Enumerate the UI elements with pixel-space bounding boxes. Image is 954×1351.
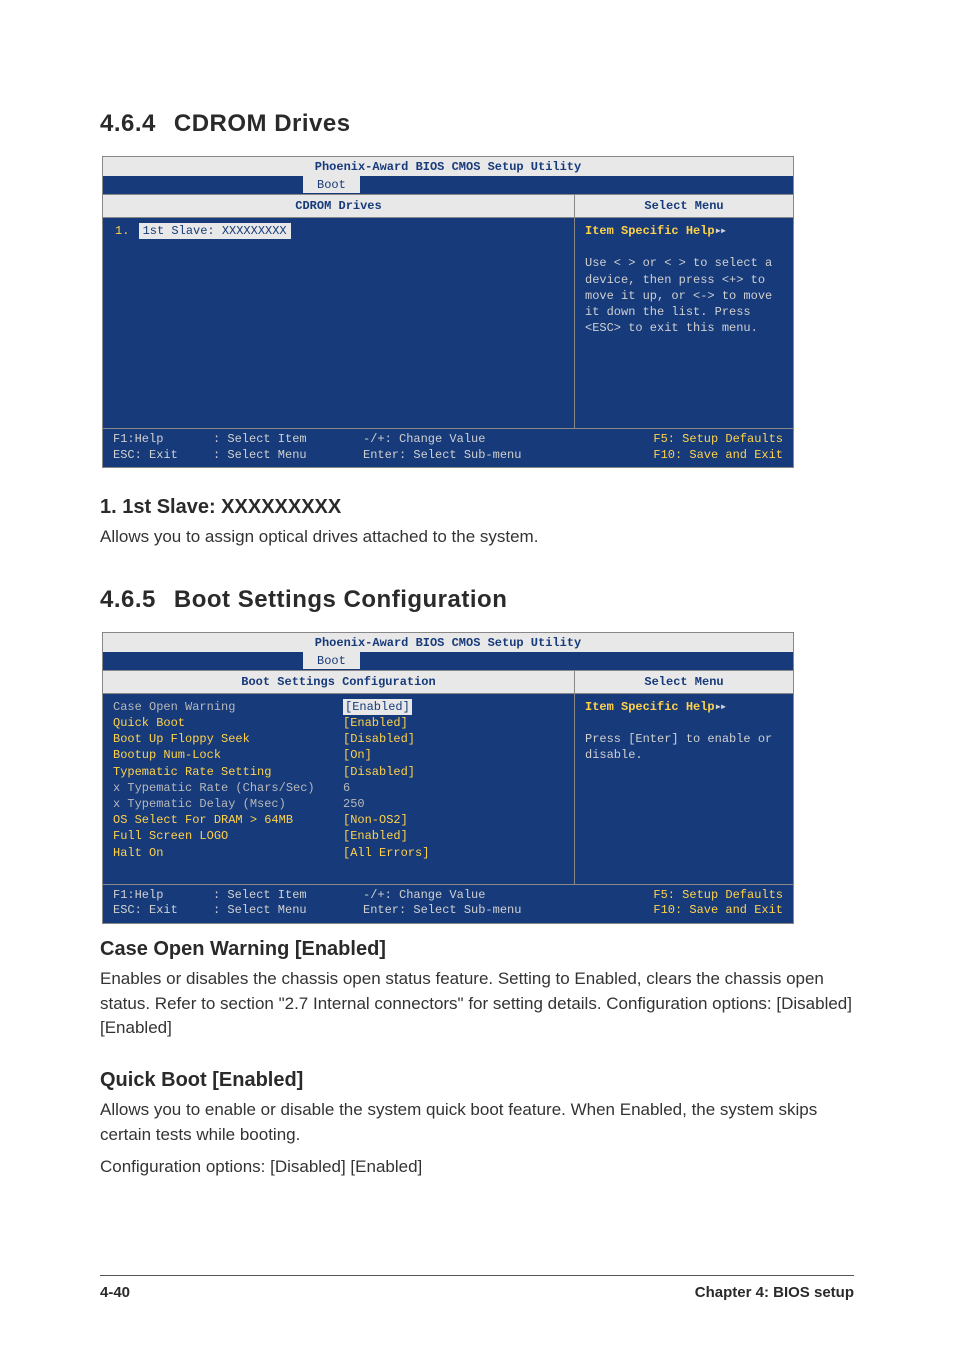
- bios-left-content: Case Open Warning[Enabled] Quick Boot[En…: [103, 694, 574, 884]
- help-body: Press [Enter] to enable or disable.: [585, 731, 783, 763]
- arrows-icon: ▸▸: [715, 224, 725, 238]
- section-title: Boot Settings Configuration: [174, 586, 507, 613]
- subsection-heading: Case Open Warning [Enabled]: [100, 938, 854, 961]
- bios-menu-bar: Boot: [103, 652, 793, 670]
- paragraph: Enables or disables the chassis open sta…: [100, 967, 854, 1041]
- setting-value: 250: [343, 796, 365, 812]
- change-value: -/+: Change Value: [363, 888, 485, 902]
- select-menu: : Select Menu: [213, 903, 363, 919]
- setting-value: [Enabled]: [343, 715, 408, 731]
- setting-value: 6: [343, 780, 350, 796]
- setting-label: x Typematic Rate (Chars/Sec): [113, 780, 343, 796]
- bios-screenshot-cdrom: Phoenix-Award BIOS CMOS Setup Utility Bo…: [102, 156, 794, 468]
- subsection-heading: 1. 1st Slave: XXXXXXXXX: [100, 496, 854, 519]
- left-column-header: Boot Settings Configuration: [103, 671, 574, 694]
- bios-title: Phoenix-Award BIOS CMOS Setup Utility: [103, 633, 793, 652]
- section-number: 4.6.5: [100, 586, 156, 613]
- select-item: : Select Item: [213, 432, 363, 448]
- bios-title: Phoenix-Award BIOS CMOS Setup Utility: [103, 157, 793, 176]
- setting-label: x Typematic Delay (Msec): [113, 796, 343, 812]
- bios-footer: F1:Help: Select Item-/+: Change Value ES…: [103, 428, 793, 467]
- setting-value: [Enabled]: [343, 828, 408, 844]
- page-footer: 4-40 Chapter 4: BIOS setup: [100, 1275, 854, 1301]
- bios-menu-tab: Boot: [303, 176, 360, 193]
- setting-value: [Disabled]: [343, 731, 415, 747]
- bios-help-panel: Item Specific Help▸▸ Press [Enter] to en…: [575, 694, 793, 884]
- section-heading: 4.6.5 Boot Settings Configuration: [100, 586, 854, 614]
- setting-label: OS Select For DRAM > 64MB: [113, 812, 343, 828]
- f1-help: F1:Help: [113, 432, 213, 448]
- chapter-name: Chapter 4: BIOS setup: [695, 1284, 854, 1301]
- setting-value: [Non-OS2]: [343, 812, 408, 828]
- bios-screenshot-bootsettings: Phoenix-Award BIOS CMOS Setup Utility Bo…: [102, 632, 794, 924]
- esc-exit: ESC: Exit: [113, 903, 213, 919]
- f5-defaults: F5: Setup Defaults: [653, 888, 783, 904]
- change-value: -/+: Change Value: [363, 432, 485, 446]
- setting-label: Quick Boot: [113, 715, 343, 731]
- setting-value: [All Errors]: [343, 845, 429, 861]
- bios-menu-bar: Boot: [103, 176, 793, 194]
- arrows-icon: ▸▸: [715, 700, 725, 714]
- right-column-header: Select Menu: [575, 195, 793, 218]
- setting-label: Typematic Rate Setting: [113, 764, 343, 780]
- setting-label: Halt On: [113, 845, 343, 861]
- f5-defaults: F5: Setup Defaults: [653, 432, 783, 448]
- bios-menu-tab: Boot: [303, 652, 360, 669]
- setting-label: Bootup Num-Lock: [113, 747, 343, 763]
- selected-item: 1st Slave: XXXXXXXXX: [139, 223, 291, 239]
- setting-label: Boot Up Floppy Seek: [113, 731, 343, 747]
- enter-submenu: Enter: Select Sub-menu: [363, 903, 521, 917]
- esc-exit: ESC: Exit: [113, 448, 213, 464]
- paragraph: Allows you to assign optical drives atta…: [100, 525, 854, 550]
- setting-label: Case Open Warning: [113, 699, 343, 715]
- f1-help: F1:Help: [113, 888, 213, 904]
- f10-save: F10: Save and Exit: [653, 903, 783, 919]
- right-column-header: Select Menu: [575, 671, 793, 694]
- section-title: CDROM Drives: [174, 110, 351, 137]
- paragraph: Configuration options: [Disabled] [Enabl…: [100, 1155, 854, 1180]
- section-number: 4.6.4: [100, 110, 156, 137]
- help-title: Item Specific Help: [585, 224, 715, 238]
- f10-save: F10: Save and Exit: [653, 448, 783, 464]
- subsection-heading: Quick Boot [Enabled]: [100, 1069, 854, 1092]
- select-menu: : Select Menu: [213, 448, 363, 464]
- left-column-header: CDROM Drives: [103, 195, 574, 218]
- setting-value: [Enabled]: [343, 699, 412, 715]
- select-item: : Select Item: [213, 888, 363, 904]
- bios-help-panel: Item Specific Help▸▸ Use < > or < > to s…: [575, 218, 793, 428]
- bios-left-content: 1. 1st Slave: XXXXXXXXX: [103, 218, 574, 428]
- bios-footer: F1:Help: Select Item-/+: Change Value ES…: [103, 884, 793, 923]
- help-body: Use < > or < > to select a device, then …: [585, 255, 783, 336]
- page-number: 4-40: [100, 1284, 130, 1301]
- setting-value: [Disabled]: [343, 764, 415, 780]
- paragraph: Allows you to enable or disable the syst…: [100, 1098, 854, 1147]
- item-index: 1.: [113, 224, 131, 238]
- setting-label: Full Screen LOGO: [113, 828, 343, 844]
- section-heading: 4.6.4 CDROM Drives: [100, 110, 854, 138]
- help-title: Item Specific Help: [585, 700, 715, 714]
- setting-value: [On]: [343, 747, 372, 763]
- enter-submenu: Enter: Select Sub-menu: [363, 448, 521, 462]
